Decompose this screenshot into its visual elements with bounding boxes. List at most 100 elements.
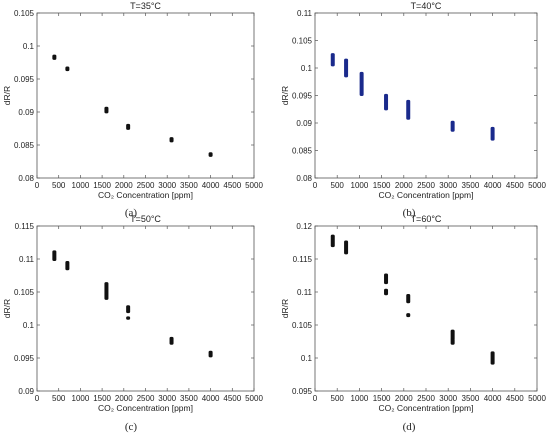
x-tick-label: 3500 (462, 181, 480, 190)
x-tick-label: 3500 (462, 394, 480, 403)
data-point (384, 288, 389, 296)
x-tick-label: 1000 (72, 394, 90, 403)
data-point (330, 53, 335, 67)
data-point (65, 66, 70, 72)
y-tick-label: 0.11 (297, 288, 313, 297)
x-tick-label: 5000 (245, 181, 263, 190)
data-point (104, 282, 109, 300)
y-axis-label: dR/R (280, 86, 290, 105)
y-tick-label: 0.095 (292, 387, 313, 396)
data-point (406, 313, 411, 318)
x-tick-label: 2500 (137, 181, 155, 190)
data-point (169, 336, 174, 345)
y-tick-label: 0.095 (14, 354, 35, 363)
x-tick-label: 0 (313, 394, 318, 403)
y-tick-label: 0.1 (301, 64, 313, 73)
y-tick-label: 0.12 (296, 222, 312, 231)
x-tick-label: 0 (35, 394, 40, 403)
x-tick-label: 5000 (528, 394, 546, 403)
y-tick-label: 0.105 (14, 288, 35, 297)
y-tick-label: 0.105 (292, 37, 313, 46)
y-tick-label: 0.09 (18, 108, 34, 117)
data-point (126, 316, 131, 320)
y-axis-label: dR/R (2, 299, 12, 318)
panel-label: (a) (125, 207, 138, 219)
data-point (490, 351, 495, 365)
x-tick-label: 2500 (417, 181, 435, 190)
data-point (406, 293, 411, 304)
chart-title: T=60°C (411, 214, 442, 224)
x-tick-label: 3500 (180, 181, 198, 190)
chart-title: T=40°C (411, 1, 442, 11)
x-tick-label: 4000 (202, 181, 220, 190)
x-tick-label: 3000 (439, 181, 457, 190)
chart-title: T=35°C (130, 1, 161, 11)
data-point (450, 338, 455, 345)
y-tick-label: 0.115 (15, 222, 35, 231)
x-tick-label: 5000 (245, 394, 263, 403)
x-tick-label: 4000 (484, 394, 502, 403)
y-tick-label: 0.1 (301, 354, 313, 363)
x-tick-label: 3500 (180, 394, 198, 403)
panel-label: (b) (403, 207, 416, 219)
x-tick-label: 1500 (93, 181, 111, 190)
x-tick-label: 500 (52, 181, 66, 190)
y-tick-label: 0.09 (18, 387, 34, 396)
x-tick-label: 3000 (439, 394, 457, 403)
x-tick-label: 0 (35, 181, 40, 190)
x-tick-label: 0 (313, 181, 318, 190)
data-point (344, 58, 349, 78)
axis-frame (36, 12, 255, 179)
data-point (65, 260, 70, 271)
x-tick-label: 1500 (373, 181, 391, 190)
x-tick-label: 2000 (395, 181, 413, 190)
data-point (169, 137, 174, 143)
data-point (104, 106, 109, 114)
x-tick-label: 4000 (484, 181, 502, 190)
y-axis-label: dR/R (280, 299, 290, 318)
chart-title: T=50°C (130, 214, 161, 224)
y-tick-label: 0.105 (292, 321, 313, 330)
x-tick-label: 1000 (351, 394, 369, 403)
y-tick-label: 0.095 (14, 75, 35, 84)
x-axis-label: CO₂ Concentration [ppm] (379, 403, 474, 413)
data-point (450, 329, 455, 341)
y-tick-label: 0.085 (14, 141, 35, 150)
x-tick-label: 2500 (137, 394, 155, 403)
x-tick-label: 1500 (373, 394, 391, 403)
x-axis-label: CO₂ Concentration [ppm] (379, 190, 474, 200)
y-tick-label: 0.09 (296, 119, 312, 128)
x-tick-label: 4500 (223, 394, 241, 403)
x-tick-label: 3000 (158, 181, 176, 190)
data-point (490, 126, 495, 141)
x-tick-label: 2000 (115, 181, 133, 190)
data-point (208, 152, 213, 157)
y-axis-label: dR/R (2, 86, 12, 105)
x-tick-label: 4000 (202, 394, 220, 403)
x-tick-label: 3000 (158, 394, 176, 403)
x-axis-label: CO₂ Concentration [ppm] (98, 190, 193, 200)
data-point (330, 234, 335, 248)
y-tick-label: 0.08 (18, 174, 34, 183)
chart-panel-2: 0 500 1000 1500 2000 2500 3000 3500 4000 4500 5000… (2, 214, 263, 433)
y-tick-label: 0.1 (23, 42, 35, 51)
x-tick-label: 5000 (528, 181, 546, 190)
x-tick-label: 1000 (351, 181, 369, 190)
chart-panel-1: 0 500 1000 1500 2000 2500 3000 3500 4000 4500 5000… (280, 1, 546, 219)
axis-frame (314, 225, 538, 392)
x-tick-label: 2000 (115, 394, 133, 403)
x-tick-label: 4500 (223, 181, 241, 190)
y-tick-label: 0.105 (14, 9, 35, 18)
x-axis-label: CO₂ Concentration [ppm] (98, 403, 193, 413)
data-point (450, 120, 455, 132)
x-tick-label: 1500 (93, 394, 111, 403)
x-tick-label: 500 (331, 181, 345, 190)
data-point (384, 273, 389, 285)
data-point (344, 240, 349, 255)
axis-frame (314, 12, 538, 179)
x-tick-label: 4500 (506, 181, 524, 190)
axis-frame (36, 225, 255, 392)
x-tick-label: 4500 (506, 394, 524, 403)
x-tick-label: 500 (331, 394, 345, 403)
